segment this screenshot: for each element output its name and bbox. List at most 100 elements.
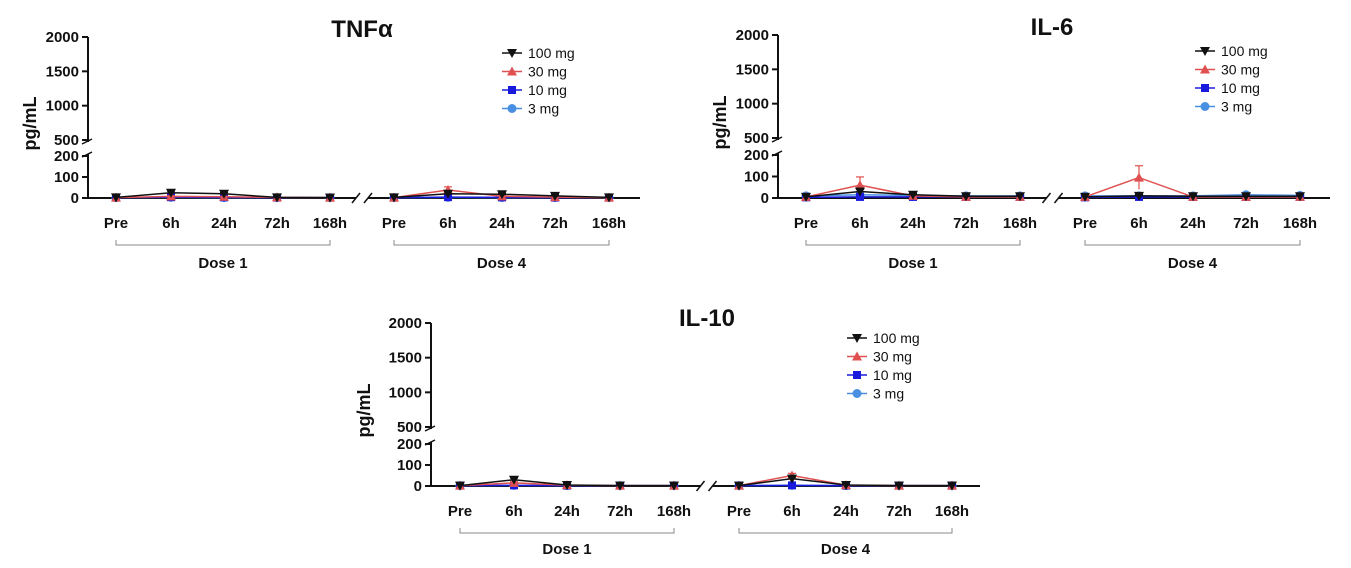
- data-point: [1295, 192, 1305, 202]
- series-100-mg: [455, 474, 957, 491]
- x-axis-break-mark: [351, 192, 361, 204]
- y-tick-label: 0: [761, 190, 769, 207]
- data-point: [272, 193, 282, 203]
- y-tick-label: 1000: [736, 96, 769, 113]
- x-tick-label: 72h: [953, 215, 979, 232]
- x-tick-label: Pre: [727, 503, 751, 520]
- y-tick-label: 1500: [736, 61, 769, 78]
- x-tick-label: 6h: [783, 503, 801, 520]
- legend-entry: 3 mg: [1195, 99, 1252, 115]
- y-tick-label: 1000: [389, 384, 422, 401]
- x-axis-break-mark: [707, 480, 718, 492]
- x-tick-label: 168h: [1283, 215, 1317, 232]
- legend-label: 10 mg: [1221, 80, 1260, 96]
- x-tick-label: 24h: [489, 215, 515, 232]
- legend-entry: 100 mg: [1195, 43, 1268, 59]
- data-point: [669, 481, 679, 491]
- legend-entry: 100 mg: [847, 330, 920, 346]
- legend-entry: 10 mg: [1195, 80, 1260, 96]
- data-point: [1015, 192, 1025, 202]
- data-point: [1188, 192, 1198, 202]
- x-tick-label: 168h: [657, 503, 691, 520]
- x-axis-break-mark: [1053, 192, 1064, 204]
- y-tick-label: 500: [54, 132, 79, 149]
- x-tick-label: 72h: [607, 503, 633, 520]
- group-label: Dose 1: [542, 541, 591, 558]
- x-tick-label: 6h: [1130, 215, 1148, 232]
- y-axis-label: pg/mL: [354, 384, 374, 438]
- group-bracket: [738, 528, 953, 534]
- y-tick-label: 2000: [389, 315, 422, 332]
- legend-entry: 30 mg: [1195, 62, 1260, 78]
- y-axis-break-mark: [771, 136, 783, 143]
- data-point: [788, 481, 796, 490]
- legend-label: 10 mg: [873, 367, 912, 383]
- data-point: [908, 190, 918, 200]
- data-point: [961, 192, 971, 202]
- x-tick-label: Pre: [104, 215, 128, 232]
- x-tick-label: 6h: [505, 503, 523, 520]
- y-tick-label: 200: [54, 148, 79, 165]
- x-tick-label: 6h: [439, 215, 457, 232]
- data-point: [389, 193, 399, 203]
- chart-2: IL-6 pg/mL 500 1000 1500 2000 0 100 200 Pre 6h 24h 7…: [710, 14, 1330, 272]
- data-point: [947, 481, 957, 491]
- x-tick-label: 168h: [1003, 215, 1037, 232]
- data-point: [455, 481, 465, 491]
- legend-marker: [853, 371, 861, 379]
- x-tick-label: 24h: [211, 215, 237, 232]
- legend-label: 100 mg: [873, 330, 920, 346]
- x-tick-label: Pre: [1073, 215, 1097, 232]
- x-tick-label: 72h: [886, 503, 912, 520]
- y-tick-label: 200: [397, 436, 422, 453]
- data-point: [443, 189, 453, 199]
- group-label: Dose 4: [1168, 255, 1218, 272]
- data-point: [841, 480, 851, 490]
- data-point: [1134, 172, 1144, 182]
- legend-label: 30 mg: [528, 64, 567, 80]
- legend-marker: [1200, 47, 1210, 56]
- y-tick-label: 1000: [46, 98, 79, 115]
- legend-label: 3 mg: [873, 386, 904, 402]
- data-point: [497, 190, 507, 200]
- data-point: [734, 481, 744, 491]
- x-tick-label: 168h: [592, 215, 626, 232]
- y-tick-label: 1500: [389, 350, 422, 367]
- y-axis-label: pg/mL: [710, 96, 730, 150]
- x-tick-label: 168h: [935, 503, 969, 520]
- x-tick-label: 6h: [162, 215, 180, 232]
- chart-3: IL-10 pg/mL 500 1000 1500 2000 0 100 200 Pre 6h 24h…: [354, 305, 980, 558]
- series-100-mg: [111, 188, 614, 203]
- data-point: [509, 475, 519, 485]
- x-tick-label: 72h: [1233, 215, 1259, 232]
- x-tick-label: 72h: [542, 215, 568, 232]
- legend-marker: [852, 351, 862, 361]
- x-tick-label: 24h: [900, 215, 926, 232]
- x-tick-label: Pre: [448, 503, 472, 520]
- y-tick-label: 1500: [46, 63, 79, 80]
- legend-entry: 30 mg: [502, 64, 567, 80]
- y-tick-label: 100: [397, 457, 422, 474]
- y-tick-label: 100: [54, 169, 79, 186]
- data-point: [562, 480, 572, 490]
- group-bracket: [115, 240, 331, 246]
- y-tick-label: 200: [744, 147, 769, 164]
- data-point: [856, 192, 864, 201]
- legend-label: 30 mg: [1221, 62, 1260, 78]
- data-point: [111, 193, 121, 203]
- legend-entry: 3 mg: [847, 386, 904, 402]
- x-tick-label: 24h: [1180, 215, 1206, 232]
- data-point: [219, 189, 229, 199]
- group-label: Dose 1: [888, 255, 937, 272]
- series-100-mg: [801, 187, 1305, 202]
- group-bracket: [459, 528, 675, 534]
- chart-title: IL-10: [679, 305, 735, 332]
- data-point: [1241, 192, 1251, 202]
- legend-entry: 100 mg: [502, 45, 575, 61]
- group-label: Dose 4: [821, 541, 871, 558]
- legend-entry: 10 mg: [847, 367, 912, 383]
- x-tick-label: Pre: [794, 215, 818, 232]
- data-point: [615, 481, 625, 491]
- y-tick-label: 2000: [46, 29, 79, 46]
